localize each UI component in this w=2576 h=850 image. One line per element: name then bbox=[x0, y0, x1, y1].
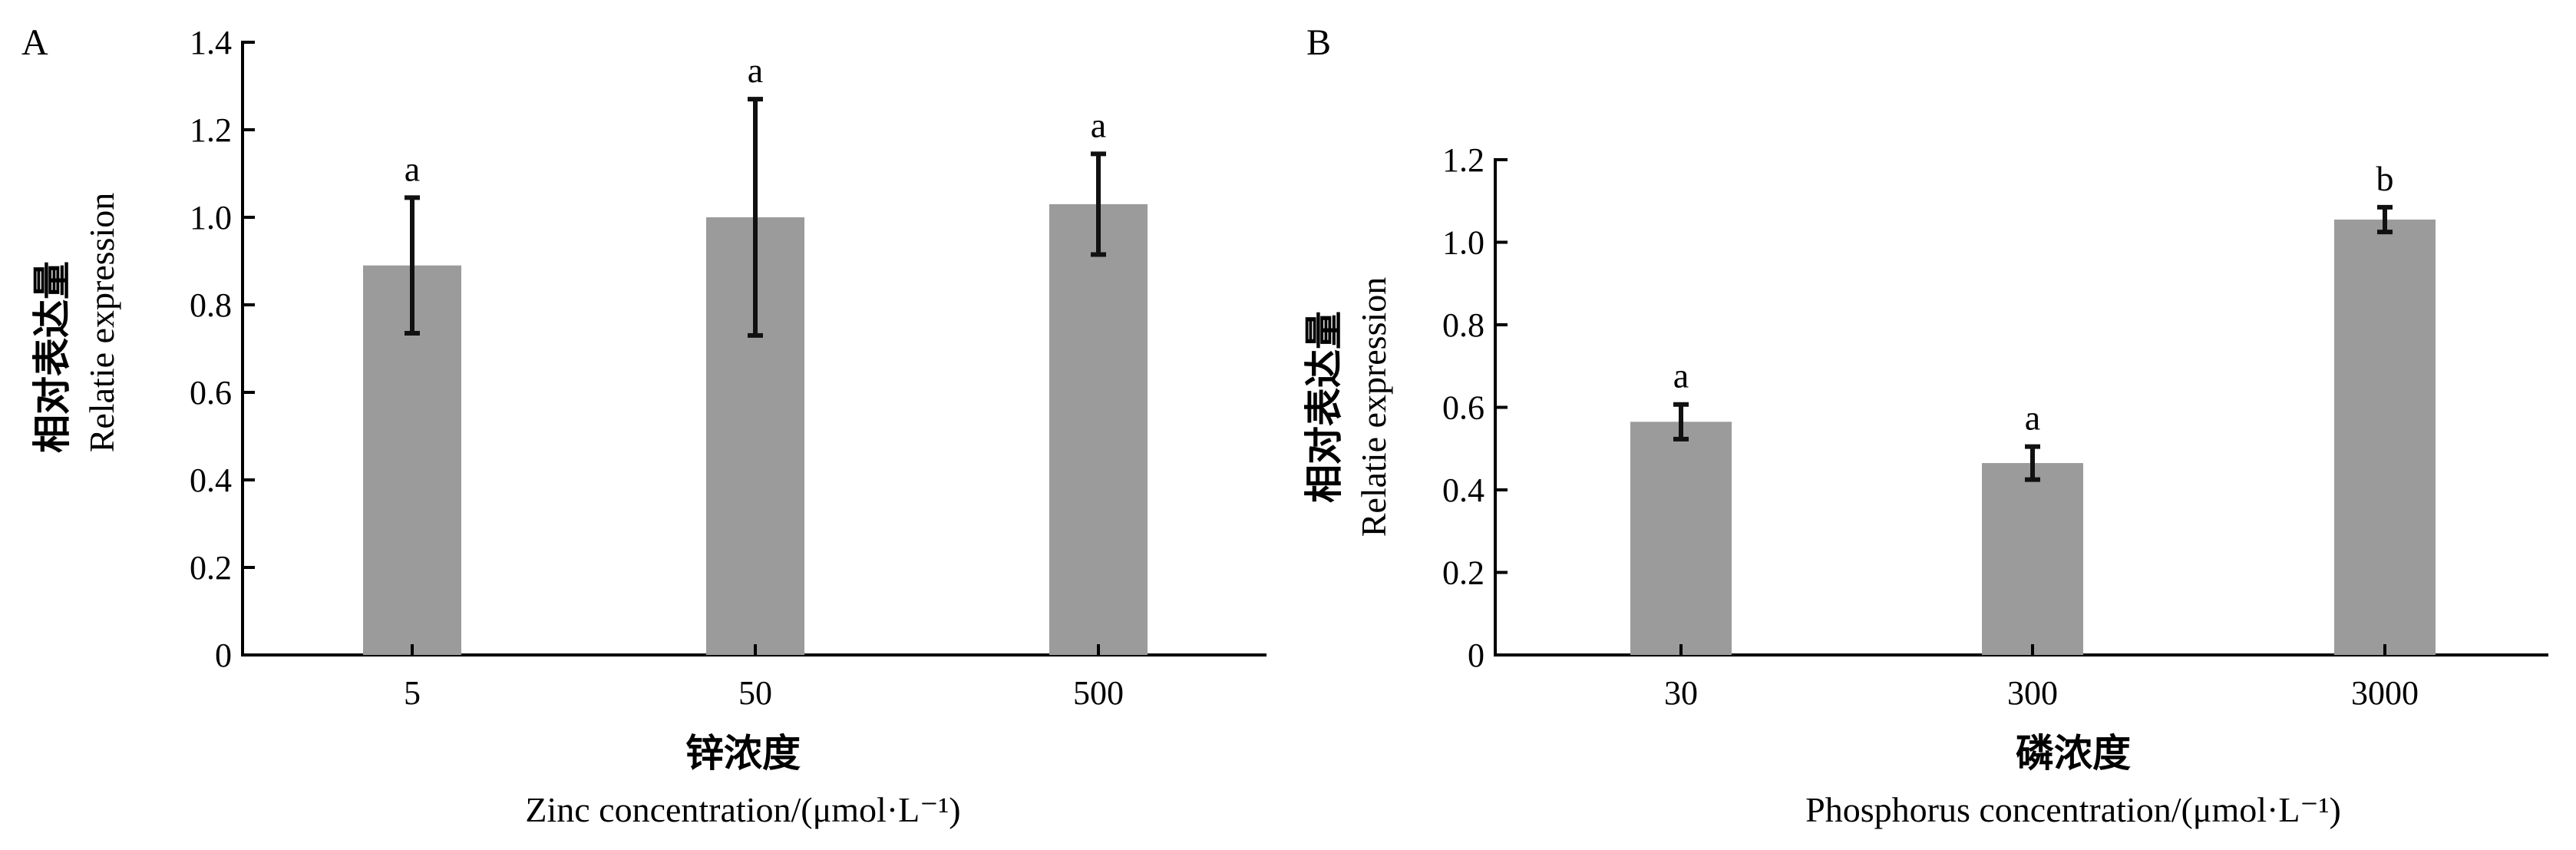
bar-chart-b: 相对表达量 Relatie expression 0 0.2 0.4 0.6 0.8 1.… bbox=[1303, 141, 2548, 829]
significance-label: a bbox=[405, 149, 420, 188]
x-tick-label: 50 bbox=[738, 674, 772, 712]
x-tick-label: 3000 bbox=[2351, 674, 2419, 712]
x-axis-label-en: Zinc concentration/(μmol·L⁻¹) bbox=[525, 790, 960, 829]
bar bbox=[2334, 219, 2436, 655]
significance-label: a bbox=[1091, 105, 1106, 144]
x-tick-label: 500 bbox=[1073, 674, 1124, 712]
y-axis-label-en: Relatie expression bbox=[82, 193, 121, 453]
x-axis-label-zh: 磷浓度 bbox=[2016, 732, 2131, 775]
chart-panel-b: B 相对表达量 Relatie expression 0 0.2 0.4 0.6 0.8… bbox=[1290, 0, 2576, 850]
y-tick-label: 0 bbox=[1468, 637, 1485, 674]
x-tick-label: 30 bbox=[1664, 674, 1698, 712]
y-tick-label: 1.0 bbox=[1442, 224, 1485, 262]
y-tick-label: 0.6 bbox=[1442, 389, 1485, 427]
y-axis-label-zh: 相对表达量 bbox=[1303, 311, 1346, 503]
y-tick-label: 0 bbox=[215, 637, 232, 674]
chart-panel-a: A 相对表达量 Relatie expression 0 0.2 0.4 0.6 0.8… bbox=[21, 22, 1267, 829]
y-axis-title-en-b: Relatie expression bbox=[1354, 277, 1393, 537]
y-tick-label: 1.0 bbox=[190, 199, 232, 236]
y-tick-label: 0.2 bbox=[1442, 554, 1485, 592]
y-tick-label: 0.6 bbox=[190, 374, 232, 412]
y-axis-title-b: 相对表达量 bbox=[1303, 311, 1346, 503]
y-tick-label: 1.2 bbox=[190, 111, 232, 149]
x-tick-label: 5 bbox=[404, 674, 421, 712]
significance-label: a bbox=[2025, 399, 2040, 438]
y-axis-label-zh: 相对表达量 bbox=[31, 261, 74, 453]
y-axis-title-a: 相对表达量 bbox=[31, 261, 74, 453]
y-tick-label: 1.2 bbox=[1442, 141, 1485, 179]
significance-label: b bbox=[2376, 159, 2394, 198]
panel-label-a: A bbox=[21, 22, 48, 63]
bar-chart-a: 相对表达量 Relatie expression 0 0.2 0.4 0.6 0.8 1.… bbox=[31, 24, 1267, 829]
y-tick-label: 0.4 bbox=[1442, 471, 1485, 509]
x-tick-label: 300 bbox=[2007, 674, 2058, 712]
y-tick-label: 0.8 bbox=[190, 286, 232, 324]
x-axis-label-en: Phosphorus concentration/(μmol·L⁻¹) bbox=[1805, 790, 2341, 829]
significance-label: a bbox=[748, 51, 763, 90]
bar bbox=[1049, 203, 1148, 655]
y-tick-label: 1.4 bbox=[190, 24, 232, 61]
y-axis-title-en-a: Relatie expression bbox=[82, 193, 121, 453]
x-axis-label-zh: 锌浓度 bbox=[685, 732, 801, 775]
y-axis-label-en: Relatie expression bbox=[1354, 277, 1393, 537]
panel-label-b: B bbox=[1306, 22, 1332, 63]
y-tick-label: 0.4 bbox=[190, 461, 232, 499]
bar bbox=[1982, 463, 2083, 655]
y-tick-label: 0.2 bbox=[190, 549, 232, 587]
y-tick-label: 0.8 bbox=[1442, 306, 1485, 344]
bar bbox=[1630, 422, 1732, 655]
significance-label: a bbox=[1673, 356, 1689, 395]
